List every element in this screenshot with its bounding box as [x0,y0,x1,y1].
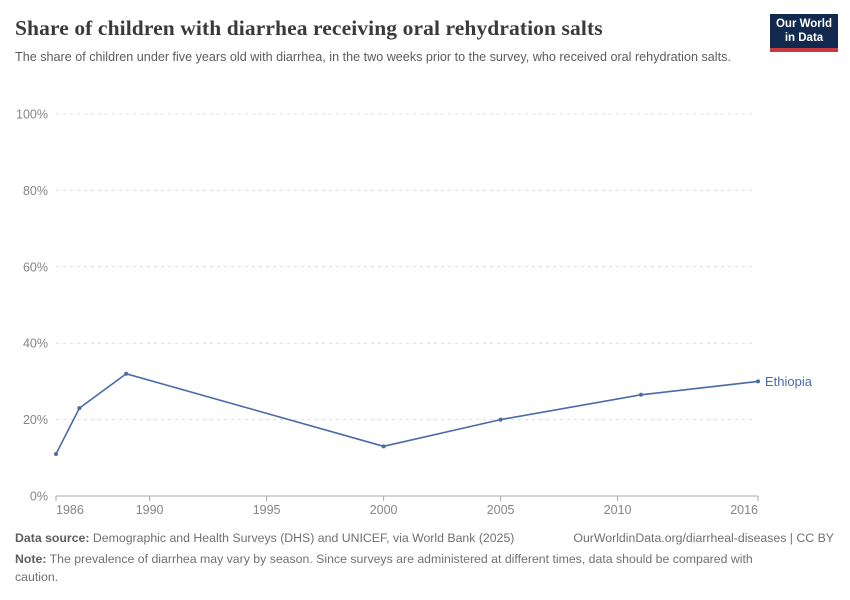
y-axis-tick-label: 100% [16,108,48,122]
line-chart: 0% 20% 40% 60% 80% 100% 1986 1990 1995 2000 2005 20… [16,108,813,518]
x-axis-tick-label: 1990 [136,503,164,517]
data-point [54,451,58,456]
owid-logo-line2: in Data [784,32,824,44]
data-point [77,406,82,411]
x-axis-tick-label: 1995 [253,503,281,517]
chart-footer: Data source: Demographic and Health Surv… [0,525,850,587]
owid-logo-line1: Our World [775,17,832,30]
x-axis-tick-label: 2016 [730,503,758,517]
data-point [756,379,760,384]
data-source: Data source: Demographic and Health Surv… [15,531,514,547]
series-line-ethiopia [55,372,759,455]
owid-license-link[interactable]: OurWorldinData.org/diarrheal-diseases | … [573,531,834,545]
x-axis-tick-label: 2010 [604,503,632,517]
chart-subtitle: The share of children under five years o… [15,50,731,64]
chart-title: Share of children with diarrhea receivin… [15,16,603,40]
data-point [498,417,503,422]
x-axis-tick-label: 1986 [56,503,84,517]
chart-header: Share of children with diarrhea receivin… [0,0,850,95]
source-row: Data source: Demographic and Health Surv… [15,531,834,547]
data-source-label: Data source: [15,531,90,545]
data-point [124,371,129,376]
chart-note: Note: The prevalence of diarrhea may var… [15,551,793,587]
chart-header-text: Share of children with diarrhea receivin… [15,14,731,66]
owid-logo[interactable]: Our World in Data [770,14,838,52]
data-point [639,392,643,397]
series-label-ethiopia[interactable]: Ethiopia [765,374,813,389]
y-axis-tick-label: 40% [23,337,48,351]
x-axis-tick-label: 2000 [370,503,398,517]
chart-note-label: Note: [15,551,47,566]
y-axis-tick-label: 60% [23,260,48,274]
data-point [381,444,386,449]
y-axis-tick-label: 20% [23,413,48,427]
chart-note-text: The prevalence of diarrhea may vary by s… [15,551,753,584]
data-source-text: Demographic and Health Surveys (DHS) and… [89,531,515,545]
y-axis-tick-label: 80% [23,184,48,198]
x-axis-tick-label: 2005 [487,503,515,517]
y-axis-tick-label: 0% [30,490,48,504]
